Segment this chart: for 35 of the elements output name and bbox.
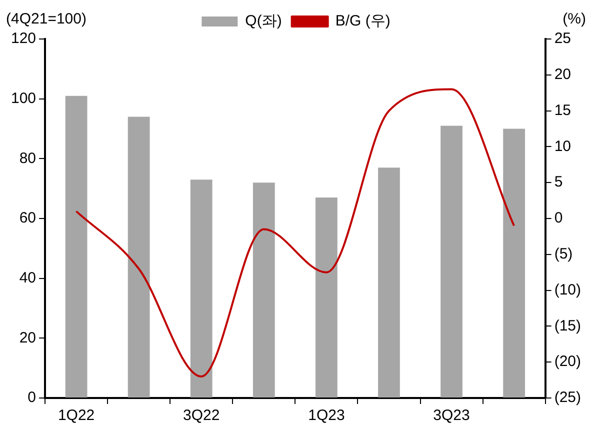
x-tick-label: 3Q23	[433, 407, 470, 424]
bar	[503, 128, 525, 398]
y-tick-label: 60	[19, 210, 36, 227]
bar	[440, 126, 462, 398]
y2-axis-title: (%)	[562, 10, 586, 28]
y2-tick-label: (5)	[554, 246, 573, 263]
line-series	[75, 88, 516, 378]
y2-tick-label: 10	[554, 138, 572, 155]
bar	[378, 168, 400, 398]
bar	[252, 182, 275, 398]
y2-tick-label: (25)	[554, 389, 582, 406]
y2-tick-label: (10)	[554, 281, 582, 298]
y-axis-title: (4Q21=100)	[6, 10, 86, 28]
y2-tick-label: 25	[554, 30, 572, 48]
bar	[316, 198, 338, 398]
y2-tick-label: 20	[554, 66, 572, 84]
y-tick-label: 100	[10, 90, 36, 107]
legend-label: Q(좌)	[245, 12, 282, 30]
y-tick-label: 40	[19, 269, 36, 286]
y2-tick-label: 0	[554, 210, 563, 227]
x-tick-label: 1Q22	[58, 407, 95, 424]
x-tick-label: 3Q22	[183, 407, 220, 424]
bar	[128, 116, 150, 398]
x-tick-label: 1Q23	[308, 407, 345, 424]
y2-tick-label: (15)	[554, 317, 582, 334]
y-tick-label: 80	[19, 150, 36, 167]
y2-tick-label: 15	[554, 102, 572, 119]
y-tick-label: 0	[28, 389, 36, 406]
y-tick-label: 20	[19, 329, 36, 346]
bar	[65, 96, 88, 398]
legend-label: B/G (우)	[335, 12, 390, 30]
y2-tick-label: (20)	[554, 353, 582, 370]
bar	[190, 180, 212, 398]
y2-tick-label: 5	[554, 174, 563, 191]
y-tick-label: 120	[10, 30, 36, 48]
